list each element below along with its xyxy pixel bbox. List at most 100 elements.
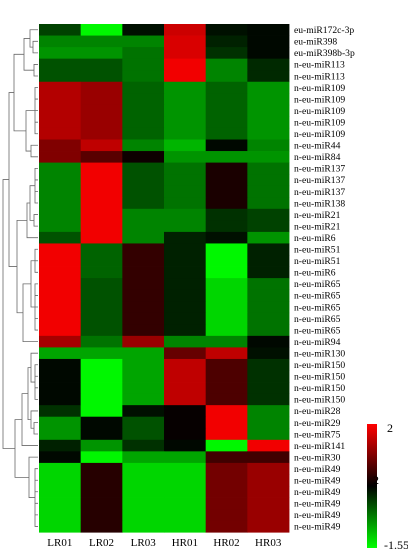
heatmap-cell [39, 335, 82, 348]
heatmap-cell [205, 416, 248, 429]
heatmap-cell [122, 127, 165, 140]
heatmap-cell [39, 208, 82, 221]
row-label: n-eu-miR94 [294, 337, 341, 348]
color-scale-label-max: 2 [387, 421, 393, 435]
heatmap-cell [205, 439, 248, 452]
row-label: n-eu-miR65 [294, 302, 341, 313]
row-label: n-eu-miR141 [294, 441, 345, 452]
heatmap-cell [80, 301, 123, 314]
heatmap-cell [247, 47, 290, 60]
heatmap-cell [247, 243, 290, 256]
heatmap-cell [122, 439, 165, 452]
heatmap-cell [205, 486, 248, 498]
heatmap-cell [122, 255, 165, 267]
heatmap-cell [39, 324, 82, 337]
heatmap-cell [164, 474, 207, 487]
heatmap-cell [39, 416, 82, 429]
heatmap-cell [164, 439, 207, 452]
heatmap-cell [164, 347, 207, 360]
row-label: n-eu-miR84 [294, 152, 341, 163]
row-label: n-eu-miR150 [294, 360, 345, 371]
heatmap-cell [80, 266, 123, 279]
heatmap-cell [247, 462, 290, 475]
row-label: n-eu-miR65 [294, 291, 341, 302]
heatmap-cell [247, 197, 290, 210]
row-label: n-eu-miR6 [294, 233, 336, 244]
heatmap-cell [122, 347, 165, 360]
row-label: n-eu-miR49 [294, 487, 341, 498]
row-label: n-eu-miR65 [294, 325, 341, 336]
heatmap-cell [39, 162, 82, 175]
heatmap-cell [39, 255, 82, 267]
heatmap-cell [122, 58, 165, 71]
row-label: n-eu-miR49 [294, 510, 341, 521]
heatmap-cell [247, 509, 290, 522]
heatmap-cell [80, 509, 123, 522]
heatmap-cell [164, 405, 207, 418]
heatmap-cell [205, 70, 248, 83]
heatmap-cell [247, 416, 290, 429]
heatmap-cell [39, 139, 82, 152]
heatmap-cell [39, 174, 82, 187]
heatmap-cell [122, 104, 165, 117]
heatmap-cell [164, 197, 207, 210]
dendrogram-branch [35, 179, 38, 192]
heatmap-cell [80, 58, 123, 71]
heatmap-cell [205, 301, 248, 314]
heatmap-cell [122, 312, 165, 325]
heatmap-cell [205, 324, 248, 337]
heatmap-cell [80, 428, 123, 441]
heatmap-cell [164, 497, 207, 510]
heatmap-cell [247, 358, 290, 371]
heatmap-cell [39, 220, 82, 233]
heatmap-cell [80, 370, 123, 383]
heatmap-cell [164, 382, 207, 394]
heatmap-cell [164, 358, 207, 371]
heatmap-cell [164, 93, 207, 106]
heatmap-cell [247, 58, 290, 71]
row-label: n-eu-miR109 [294, 94, 345, 105]
heatmap-cell [80, 497, 123, 510]
heatmap-cell [205, 139, 248, 152]
row-label: n-eu-miR28 [294, 406, 341, 417]
heatmap-cell [247, 208, 290, 221]
heatmap-cell [164, 451, 207, 464]
heatmap-cell [122, 509, 165, 522]
heatmap-cell [80, 81, 123, 94]
row-label: n-eu-miR113 [294, 60, 345, 71]
heatmap-cell [39, 497, 82, 510]
heatmap-cell [164, 208, 207, 221]
heatmap-cell [39, 24, 82, 36]
heatmap-cell [164, 81, 207, 94]
heatmap-cell [122, 486, 165, 498]
heatmap-cell [39, 301, 82, 314]
heatmap-cell [205, 335, 248, 348]
heatmap-cell [122, 231, 165, 244]
heatmap-cell [80, 139, 123, 152]
heatmap-cell [80, 70, 123, 83]
heatmap-cell [122, 416, 165, 429]
heatmap-cell [247, 24, 290, 36]
heatmap-cell [80, 324, 123, 337]
heatmap-cell [80, 462, 123, 475]
heatmap-cell [247, 289, 290, 302]
heatmap-cell [247, 35, 290, 48]
dendrogram-branch [16, 219, 27, 314]
color-scale-label-mid: 2 [373, 473, 379, 487]
heatmap-cell [39, 70, 82, 83]
heatmap-cell [247, 520, 290, 533]
heatmap-cell [247, 174, 290, 187]
heatmap-cell [80, 335, 123, 348]
heatmap-cell [164, 289, 207, 302]
row-label: n-eu-miR49 [294, 464, 341, 475]
heatmap-cell [205, 220, 248, 233]
heatmap-cell [164, 127, 207, 140]
heatmap-cell [122, 220, 165, 233]
heatmap-cell [80, 116, 123, 129]
heatmap-cell [122, 335, 165, 348]
heatmap-cell [80, 474, 123, 487]
heatmap-cell [39, 231, 82, 244]
heatmap-cell [164, 255, 207, 267]
heatmap-cell [205, 497, 248, 510]
